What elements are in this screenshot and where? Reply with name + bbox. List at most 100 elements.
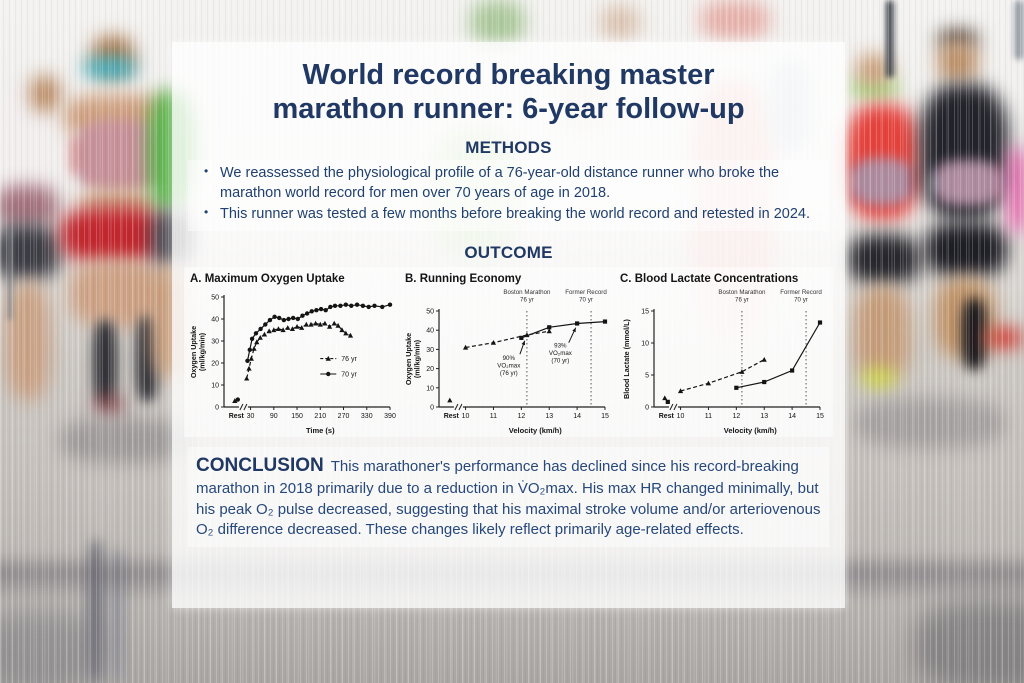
svg-text:VO₂max: VO₂max <box>549 350 573 357</box>
svg-text:Oxygen Uptake: Oxygen Uptake <box>404 333 413 385</box>
svg-text:76 yr: 76 yr <box>341 356 357 363</box>
methods-list: We reassessed the physiological profile … <box>194 163 823 224</box>
svg-text:390: 390 <box>384 413 396 420</box>
svg-text:0: 0 <box>430 404 434 411</box>
svg-text:14: 14 <box>573 413 581 420</box>
svg-text:76 yr: 76 yr <box>735 296 749 303</box>
svg-text:15: 15 <box>601 413 609 420</box>
methods-section: We reassessed the physiological profile … <box>188 160 829 231</box>
bg-shadow <box>915 600 1024 683</box>
svg-text:14: 14 <box>788 413 796 420</box>
bg-shape <box>1008 146 1024 234</box>
bg-pole <box>886 0 894 78</box>
bg-shape <box>925 222 1007 277</box>
svg-text:(70 yr): (70 yr) <box>551 357 569 364</box>
svg-text:11: 11 <box>490 413 497 420</box>
bg-shadow <box>0 610 100 683</box>
bg-shape <box>600 5 640 40</box>
poster-title: World record breaking master marathon ru… <box>182 58 835 126</box>
bg-pole <box>8 228 12 320</box>
outcome-heading: OUTCOME <box>464 242 553 262</box>
svg-text:30: 30 <box>426 347 434 354</box>
svg-text:15: 15 <box>816 413 824 420</box>
svg-text:30: 30 <box>247 413 255 420</box>
bg-shape <box>700 0 770 40</box>
bg-shape <box>60 207 165 263</box>
svg-text:Former Record: Former Record <box>565 289 607 296</box>
svg-text:0: 0 <box>215 404 219 411</box>
svg-text:Rest: Rest <box>444 413 460 420</box>
svg-text:Velocity (km/h): Velocity (km/h) <box>509 426 562 435</box>
poster-title-line1: World record breaking master <box>302 59 715 91</box>
svg-text:15: 15 <box>641 308 649 315</box>
svg-text:12: 12 <box>517 413 525 420</box>
bg-shape <box>95 396 123 412</box>
bg-pole <box>1014 0 1024 60</box>
svg-text:Rest: Rest <box>229 413 245 420</box>
bg-shape <box>932 160 1004 206</box>
chart-max-oxygen-uptake: 0 10 20 30 40 50 30 90 150 210 270 330 390 Rest Oxygen… <box>189 294 396 435</box>
bg-shape <box>938 42 978 82</box>
svg-text:30: 30 <box>211 338 219 345</box>
svg-text:10: 10 <box>462 413 470 420</box>
chart-figure-blood-lactate: C. Blood Lactate Concentrations Boston M… <box>616 269 831 437</box>
svg-text:Oxygen Uptake: Oxygen Uptake <box>189 326 198 378</box>
svg-text:13: 13 <box>760 413 768 420</box>
chart-title-c: C. Blood Lactate Concentrations <box>620 272 799 285</box>
svg-text:40: 40 <box>426 327 434 334</box>
conclusion-section: CONCLUSION This marathoner's performance … <box>188 446 829 547</box>
poster-title-line2: marathon runner: 6-year follow-up <box>272 93 745 126</box>
bg-shape <box>848 234 920 284</box>
svg-text:210: 210 <box>314 413 326 420</box>
chart-title-a: A. Maximum Oxygen Uptake <box>190 272 345 285</box>
svg-text:40: 40 <box>211 316 219 323</box>
bg-shape <box>850 158 914 206</box>
svg-text:330: 330 <box>361 413 373 420</box>
svg-text:10: 10 <box>641 340 649 347</box>
svg-text:10: 10 <box>677 413 685 420</box>
svg-text:(ml/kg/min): (ml/kg/min) <box>198 332 207 371</box>
svg-text:50: 50 <box>211 294 219 301</box>
svg-text:0: 0 <box>645 404 649 411</box>
svg-text:Rest: Rest <box>659 413 675 420</box>
svg-text:270: 270 <box>338 413 350 420</box>
svg-text:50: 50 <box>426 308 434 315</box>
svg-text:70 yr: 70 yr <box>794 296 808 303</box>
conclusion-heading: CONCLUSION <box>196 454 324 476</box>
bg-shape <box>93 320 117 404</box>
poster-panel: World record breaking master marathon ru… <box>172 42 845 608</box>
svg-text:(76 yr): (76 yr) <box>500 370 518 377</box>
svg-text:76 yr: 76 yr <box>520 296 534 303</box>
bg-shape <box>962 298 986 370</box>
svg-text:Boston Marathon: Boston Marathon <box>718 289 766 296</box>
bg-shape <box>30 76 60 112</box>
svg-text:11: 11 <box>705 413 712 420</box>
svg-text:12: 12 <box>732 413 740 420</box>
bg-shape <box>6 282 50 400</box>
svg-text:Former Record: Former Record <box>780 289 822 296</box>
bg-shape <box>855 286 910 381</box>
outcome-charts-row: A. Maximum Oxygen Uptake 0 10 20 30 40 50 30 90… <box>184 266 833 437</box>
svg-text:150: 150 <box>291 413 303 420</box>
bg-shape <box>84 58 136 78</box>
svg-text:Boston Marathon: Boston Marathon <box>503 289 551 296</box>
svg-text:90%: 90% <box>503 355 516 362</box>
svg-text:10: 10 <box>426 385 434 392</box>
methods-bullet: We reassessed the physiological profile … <box>202 163 823 203</box>
svg-text:13: 13 <box>545 413 553 420</box>
svg-text:20: 20 <box>426 366 434 373</box>
svg-text:70 yr: 70 yr <box>341 371 357 378</box>
svg-text:93%: 93% <box>554 342 567 349</box>
svg-text:VO₂max: VO₂max <box>497 362 521 369</box>
bg-shape <box>0 185 58 227</box>
bg-shape <box>985 328 1023 348</box>
bg-shape <box>862 370 896 386</box>
methods-heading: METHODS <box>465 138 552 158</box>
svg-text:90: 90 <box>270 413 278 420</box>
chart-figure-max-oxygen-uptake: A. Maximum Oxygen Uptake 0 10 20 30 40 50 30 90… <box>186 269 401 437</box>
bg-shadow <box>855 398 1005 448</box>
svg-text:Velocity (km/h): Velocity (km/h) <box>724 426 777 435</box>
